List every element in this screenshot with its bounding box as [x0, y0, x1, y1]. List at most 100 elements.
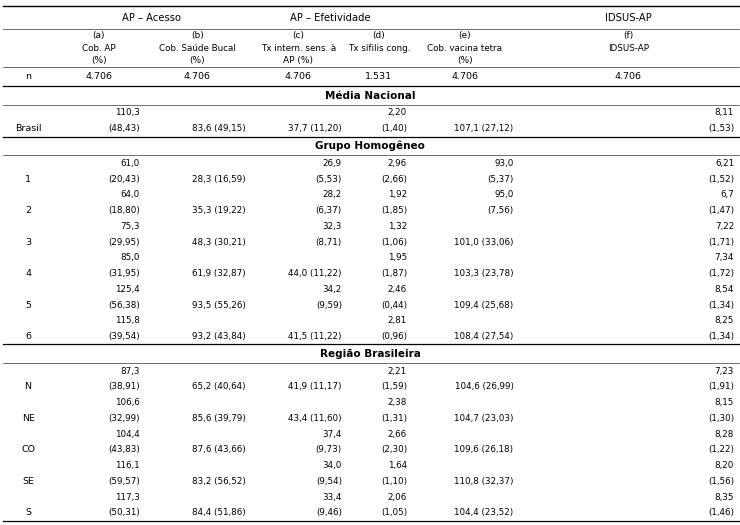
Text: 32,3: 32,3 — [323, 222, 342, 231]
Text: 2,46: 2,46 — [388, 285, 407, 294]
Text: Cob. AP: Cob. AP — [82, 44, 115, 53]
Text: 37,7 (11,20): 37,7 (11,20) — [288, 124, 342, 133]
Text: 2,96: 2,96 — [388, 159, 407, 168]
Text: 104,7 (23,03): 104,7 (23,03) — [454, 414, 514, 423]
Text: 8,28: 8,28 — [715, 429, 734, 439]
Text: 95,0: 95,0 — [494, 190, 514, 200]
Text: (7,56): (7,56) — [488, 206, 514, 215]
Text: Média Nacional: Média Nacional — [325, 90, 415, 101]
Text: 8,20: 8,20 — [715, 461, 734, 470]
Text: (1,56): (1,56) — [708, 477, 734, 486]
Text: (9,54): (9,54) — [316, 477, 342, 486]
Text: 1,32: 1,32 — [388, 222, 407, 231]
Text: 34,0: 34,0 — [323, 461, 342, 470]
Text: 8,35: 8,35 — [715, 492, 734, 502]
Text: 35,3 (19,22): 35,3 (19,22) — [192, 206, 246, 215]
Text: (%): (%) — [91, 56, 107, 66]
Text: 8,54: 8,54 — [715, 285, 734, 294]
Text: 1.531: 1.531 — [366, 72, 392, 81]
Text: (1,46): (1,46) — [708, 508, 734, 518]
Text: Tx sífilis cong.: Tx sífilis cong. — [348, 44, 410, 53]
Text: (c): (c) — [292, 31, 304, 40]
Text: Grupo Homogêneo: Grupo Homogêneo — [315, 141, 425, 151]
Text: S: S — [25, 508, 31, 518]
Text: AP – Efetividade: AP – Efetividade — [291, 13, 371, 23]
Text: (1,10): (1,10) — [381, 477, 407, 486]
Text: 8,11: 8,11 — [715, 108, 734, 118]
Text: (1,22): (1,22) — [708, 445, 734, 455]
Text: 1,64: 1,64 — [388, 461, 407, 470]
Text: 85,6 (39,79): 85,6 (39,79) — [192, 414, 246, 423]
Text: 37,4: 37,4 — [323, 429, 342, 439]
Text: 103,3 (23,78): 103,3 (23,78) — [454, 269, 514, 278]
Text: (a): (a) — [92, 31, 105, 40]
Text: 41,9 (11,17): 41,9 (11,17) — [289, 382, 342, 392]
Text: 2,21: 2,21 — [388, 366, 407, 376]
Text: (1,91): (1,91) — [708, 382, 734, 392]
Text: 4.706: 4.706 — [451, 72, 478, 81]
Text: 104,6 (26,99): 104,6 (26,99) — [454, 382, 514, 392]
Text: 5: 5 — [25, 300, 31, 310]
Text: (9,46): (9,46) — [316, 508, 342, 518]
Text: 41,5 (11,22): 41,5 (11,22) — [289, 332, 342, 341]
Text: Brasil: Brasil — [15, 124, 41, 133]
Text: 110,8 (32,37): 110,8 (32,37) — [454, 477, 514, 486]
Text: 2,66: 2,66 — [388, 429, 407, 439]
Text: 110,3: 110,3 — [115, 108, 140, 118]
Text: (56,38): (56,38) — [108, 300, 140, 310]
Text: NE: NE — [21, 414, 35, 423]
Text: Cob. vacina tetra: Cob. vacina tetra — [427, 44, 502, 53]
Text: 4.706: 4.706 — [184, 72, 211, 81]
Text: 2,20: 2,20 — [388, 108, 407, 118]
Text: (2,30): (2,30) — [381, 445, 407, 455]
Text: 65,2 (40,64): 65,2 (40,64) — [192, 382, 246, 392]
Text: (31,95): (31,95) — [108, 269, 140, 278]
Text: (59,57): (59,57) — [108, 477, 140, 486]
Text: (%): (%) — [189, 56, 205, 66]
Text: (0,96): (0,96) — [381, 332, 407, 341]
Text: IDSUS-AP: IDSUS-AP — [605, 13, 652, 23]
Text: (48,43): (48,43) — [108, 124, 140, 133]
Text: 104,4: 104,4 — [115, 429, 140, 439]
Text: (5,37): (5,37) — [487, 174, 514, 184]
Text: (1,34): (1,34) — [708, 300, 734, 310]
Text: 4.706: 4.706 — [85, 72, 112, 81]
Text: 75,3: 75,3 — [121, 222, 140, 231]
Text: (1,34): (1,34) — [708, 332, 734, 341]
Text: 1,92: 1,92 — [388, 190, 407, 200]
Text: 44,0 (11,22): 44,0 (11,22) — [289, 269, 342, 278]
Text: (50,31): (50,31) — [108, 508, 140, 518]
Text: (1,85): (1,85) — [381, 206, 407, 215]
Text: 1: 1 — [25, 174, 31, 184]
Text: 8,25: 8,25 — [715, 316, 734, 326]
Text: AP – Acesso: AP – Acesso — [122, 13, 181, 23]
Text: (1,53): (1,53) — [708, 124, 734, 133]
Text: (1,06): (1,06) — [381, 237, 407, 247]
Text: (43,83): (43,83) — [108, 445, 140, 455]
Text: 125,4: 125,4 — [115, 285, 140, 294]
Text: 43,4 (11,60): 43,4 (11,60) — [289, 414, 342, 423]
Text: AP (%): AP (%) — [283, 56, 313, 66]
Text: 33,4: 33,4 — [323, 492, 342, 502]
Text: 107,1 (27,12): 107,1 (27,12) — [454, 124, 514, 133]
Text: 26,9: 26,9 — [323, 159, 342, 168]
Text: 104,4 (23,52): 104,4 (23,52) — [454, 508, 514, 518]
Text: 2: 2 — [25, 206, 31, 215]
Text: 93,0: 93,0 — [494, 159, 514, 168]
Text: CO: CO — [21, 445, 35, 455]
Text: (32,99): (32,99) — [108, 414, 140, 423]
Text: (1,30): (1,30) — [708, 414, 734, 423]
Text: (0,44): (0,44) — [381, 300, 407, 310]
Text: (1,05): (1,05) — [381, 508, 407, 518]
Text: Cob. Saúde Bucal: Cob. Saúde Bucal — [159, 44, 235, 53]
Text: 93,5 (55,26): 93,5 (55,26) — [192, 300, 246, 310]
Text: (6,37): (6,37) — [316, 206, 342, 215]
Text: 7,34: 7,34 — [715, 253, 734, 262]
Text: (39,54): (39,54) — [108, 332, 140, 341]
Text: 6,21: 6,21 — [715, 159, 734, 168]
Text: 4.706: 4.706 — [615, 72, 642, 81]
Text: 85,0: 85,0 — [121, 253, 140, 262]
Text: (1,87): (1,87) — [381, 269, 407, 278]
Text: 87,6 (43,66): 87,6 (43,66) — [192, 445, 246, 455]
Text: (d): (d) — [372, 31, 386, 40]
